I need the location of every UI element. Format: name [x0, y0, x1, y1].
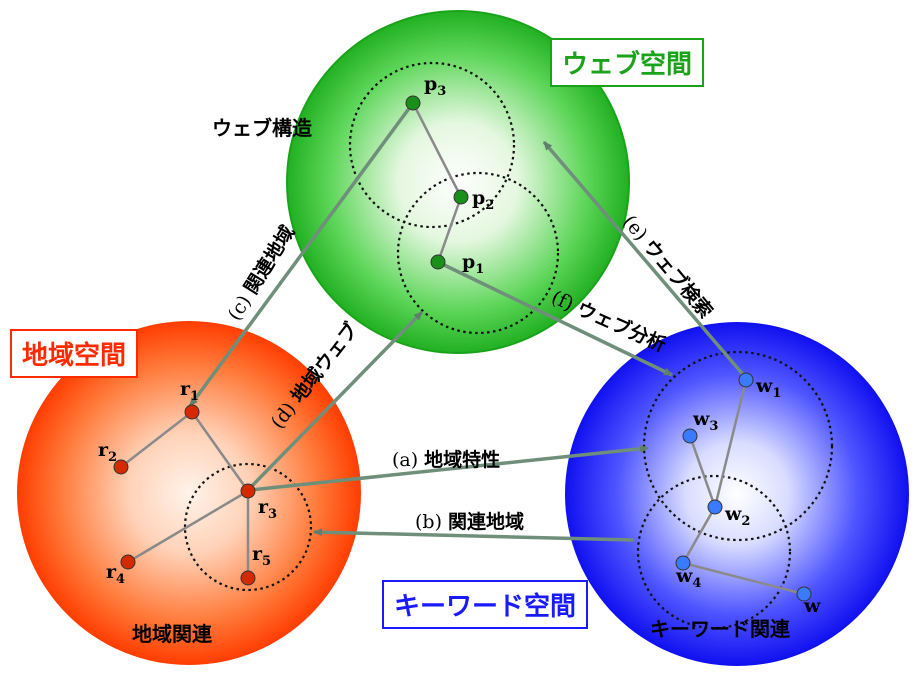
region-space-circle [17, 321, 361, 665]
arrow-d [248, 310, 424, 490]
node-r5 [240, 570, 256, 586]
node-w5 [796, 586, 812, 602]
node-p1 [430, 254, 446, 270]
node-w4 [675, 555, 691, 571]
keyword-space-label: キーワード空間 [382, 580, 589, 629]
node-r1 [184, 404, 200, 420]
edge-w1-w2 [713, 379, 748, 508]
edge-w2-w4 [681, 506, 717, 564]
relation-a-label: (a) 地域特性 [392, 448, 500, 471]
edge-r1-r3 [190, 411, 250, 492]
arrow-a [249, 444, 649, 492]
arrow-e [542, 140, 748, 380]
node-r3 [240, 483, 256, 499]
node-w2 [707, 499, 723, 515]
node-w3 [682, 428, 698, 444]
web-structure-label: ウェブ構造 [212, 116, 313, 140]
edge-r3-r4 [127, 489, 249, 564]
keyword-space-circle [565, 322, 909, 666]
arrow-b [313, 528, 635, 542]
label-w3: w3 [692, 408, 718, 434]
label-p1: p1 [462, 251, 484, 277]
node-r2 [113, 459, 129, 475]
web-space-circle [286, 10, 630, 354]
label-r1: r1 [180, 378, 199, 404]
edge-p2-p1 [436, 196, 463, 263]
label-p3: p3 [424, 73, 446, 99]
keyword-structure-label: キーワード関連 [650, 617, 791, 641]
edge-p3-p2 [411, 102, 463, 198]
label-w2: w2 [724, 503, 750, 529]
keyword-cluster-lower [636, 474, 792, 630]
label-w1: w1 [755, 375, 781, 401]
edge-w4-w5 [682, 561, 805, 596]
node-w1 [738, 372, 754, 388]
region-cluster [183, 462, 313, 592]
region-space-label: 地域空間 [10, 329, 139, 378]
edge-r1-r2 [120, 411, 193, 468]
arrow-c [188, 101, 415, 408]
arrow-f [439, 261, 673, 377]
label-r3: r3 [258, 496, 277, 522]
node-p2 [453, 189, 469, 205]
relation-e-label: (e)ウェブ検索 [618, 210, 717, 322]
node-p3 [405, 95, 421, 111]
label-w4: w4 [675, 565, 701, 591]
label-r4: r4 [106, 561, 125, 587]
label-r5: r5 [252, 543, 271, 569]
relation-b-label: (b) 関連地域 [415, 510, 524, 533]
label-p2: p2 [472, 187, 494, 213]
web-space-label: ウェブ空間 [550, 38, 705, 87]
region-structure-label: 地域関連 [132, 622, 213, 646]
web-cluster-lower [396, 171, 560, 335]
node-r4 [120, 554, 136, 570]
web-cluster-upper [348, 61, 516, 229]
label-r2: r2 [98, 439, 117, 465]
label-w5: w [803, 595, 821, 617]
edge-w3-w2 [688, 435, 717, 508]
